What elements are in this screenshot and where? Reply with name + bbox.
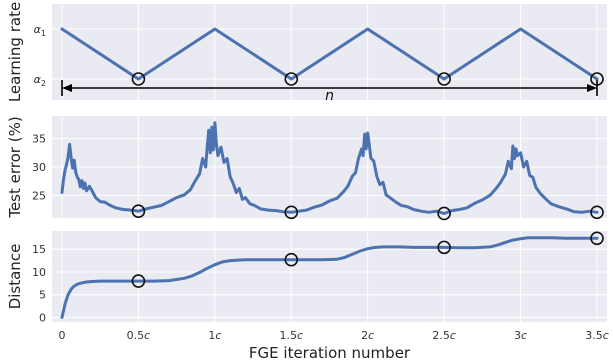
y-tick-label: 35 <box>32 133 46 146</box>
snapshot-marker <box>131 72 146 86</box>
y-tick-label: 10 <box>32 266 46 279</box>
n-arrowhead-right <box>587 84 597 92</box>
y-axis-label: Test error (%) <box>6 116 24 218</box>
snapshot-marker <box>437 240 451 255</box>
n-annotation-label: n <box>325 88 334 104</box>
x-tick-label: 3.5c <box>585 329 609 342</box>
x-tick-label: 2c <box>361 329 374 342</box>
series-line-1 <box>60 27 599 81</box>
x-tick-label: 3c <box>514 329 527 342</box>
y-tick-label: α2 <box>34 73 46 88</box>
x-tick-label: 2.5c <box>432 329 456 342</box>
snapshot-marker <box>437 206 451 221</box>
x-tick-label: 1.5c <box>280 329 304 342</box>
snapshot-marker <box>131 204 146 218</box>
y-axis-label: Distance <box>6 244 24 310</box>
y-tick-label: α1 <box>34 23 46 38</box>
y-axis-label: Learning rate <box>6 2 24 102</box>
series-line-1 <box>60 121 599 215</box>
y-tick-label: 0 <box>39 311 46 324</box>
panel-background <box>52 231 607 322</box>
panel-2: 25 30 35 Test error (%) <box>6 116 607 221</box>
panel-3: 0 5 10 15 Distance 0 0.5c 1c 1.5c 2c 2.5c 3c 3.5c FGE… <box>6 231 609 362</box>
y-tick-label: 15 <box>32 243 46 256</box>
snapshot-marker <box>437 72 451 86</box>
panel-background <box>52 4 607 100</box>
series-line-1 <box>60 236 599 319</box>
snapshot-marker <box>590 205 604 220</box>
n-arrowhead-left <box>62 84 72 92</box>
x-axis-label: FGE iteration number <box>249 344 411 362</box>
snapshot-marker <box>590 231 604 246</box>
y-tick-label: 25 <box>32 189 46 202</box>
x-tick-label: 0.5c <box>127 329 151 342</box>
y-tick-label: 5 <box>39 289 46 302</box>
snapshot-marker <box>131 274 146 288</box>
y-tick-label: 30 <box>32 161 46 174</box>
x-tick-label: 0 <box>59 329 66 342</box>
snapshot-marker <box>284 252 299 267</box>
panel-1: α1 α2 Learning rate n <box>6 2 607 104</box>
snapshot-marker <box>284 205 299 220</box>
snapshot-marker <box>284 72 299 86</box>
x-tick-label: 1c <box>208 329 221 342</box>
